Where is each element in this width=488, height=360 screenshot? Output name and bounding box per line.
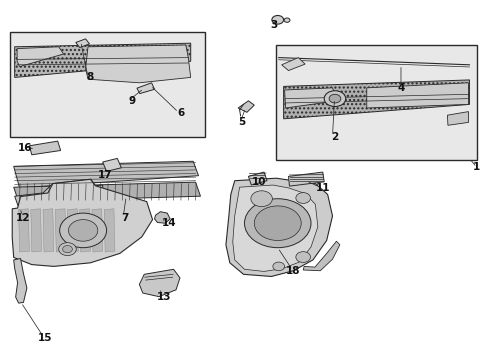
Text: 4: 4: [396, 83, 404, 93]
Polygon shape: [76, 39, 89, 48]
Circle shape: [295, 193, 310, 203]
Text: 11: 11: [315, 183, 329, 193]
Polygon shape: [303, 241, 339, 271]
Polygon shape: [80, 209, 90, 252]
Text: 5: 5: [238, 117, 245, 127]
Polygon shape: [102, 158, 121, 171]
Polygon shape: [137, 83, 154, 94]
Circle shape: [324, 91, 345, 107]
Circle shape: [60, 213, 106, 248]
Polygon shape: [92, 209, 102, 252]
Polygon shape: [85, 45, 190, 83]
Polygon shape: [284, 88, 337, 108]
Circle shape: [272, 262, 284, 271]
Polygon shape: [14, 182, 200, 202]
Text: 9: 9: [128, 96, 135, 106]
Circle shape: [284, 18, 289, 22]
Polygon shape: [225, 178, 332, 276]
Polygon shape: [17, 47, 63, 67]
Text: 2: 2: [331, 132, 338, 142]
Polygon shape: [14, 258, 27, 303]
Polygon shape: [283, 80, 468, 119]
Polygon shape: [281, 58, 305, 71]
Text: 16: 16: [18, 143, 33, 153]
Polygon shape: [288, 172, 324, 186]
Polygon shape: [14, 161, 198, 188]
Text: 8: 8: [87, 72, 94, 82]
Polygon shape: [67, 209, 78, 252]
Circle shape: [271, 15, 283, 24]
Polygon shape: [31, 209, 41, 252]
Polygon shape: [232, 185, 317, 271]
Text: 6: 6: [177, 108, 184, 118]
Circle shape: [328, 94, 340, 103]
Polygon shape: [447, 112, 468, 125]
Text: 18: 18: [285, 266, 300, 276]
Circle shape: [62, 246, 72, 253]
Polygon shape: [104, 209, 115, 252]
Circle shape: [254, 206, 301, 240]
Polygon shape: [19, 209, 29, 252]
Text: 1: 1: [472, 162, 479, 172]
Polygon shape: [238, 101, 254, 112]
Circle shape: [59, 243, 76, 256]
Circle shape: [68, 220, 98, 241]
Text: 3: 3: [270, 20, 277, 30]
Text: 10: 10: [251, 177, 266, 187]
Circle shape: [250, 191, 272, 207]
Polygon shape: [15, 179, 102, 207]
Circle shape: [244, 199, 310, 248]
Text: 12: 12: [16, 213, 31, 223]
Text: 13: 13: [156, 292, 171, 302]
Polygon shape: [366, 83, 468, 108]
Polygon shape: [55, 209, 66, 252]
Polygon shape: [29, 141, 61, 155]
Polygon shape: [12, 179, 152, 266]
Polygon shape: [15, 43, 190, 77]
Polygon shape: [43, 209, 54, 252]
Text: 15: 15: [38, 333, 52, 343]
Polygon shape: [248, 172, 266, 185]
Circle shape: [295, 252, 310, 262]
Text: 17: 17: [98, 170, 112, 180]
Bar: [10, 32, 205, 137]
Polygon shape: [139, 269, 180, 297]
Polygon shape: [154, 212, 170, 223]
Text: 7: 7: [121, 213, 128, 223]
Bar: [276, 45, 476, 160]
Text: 14: 14: [161, 218, 176, 228]
